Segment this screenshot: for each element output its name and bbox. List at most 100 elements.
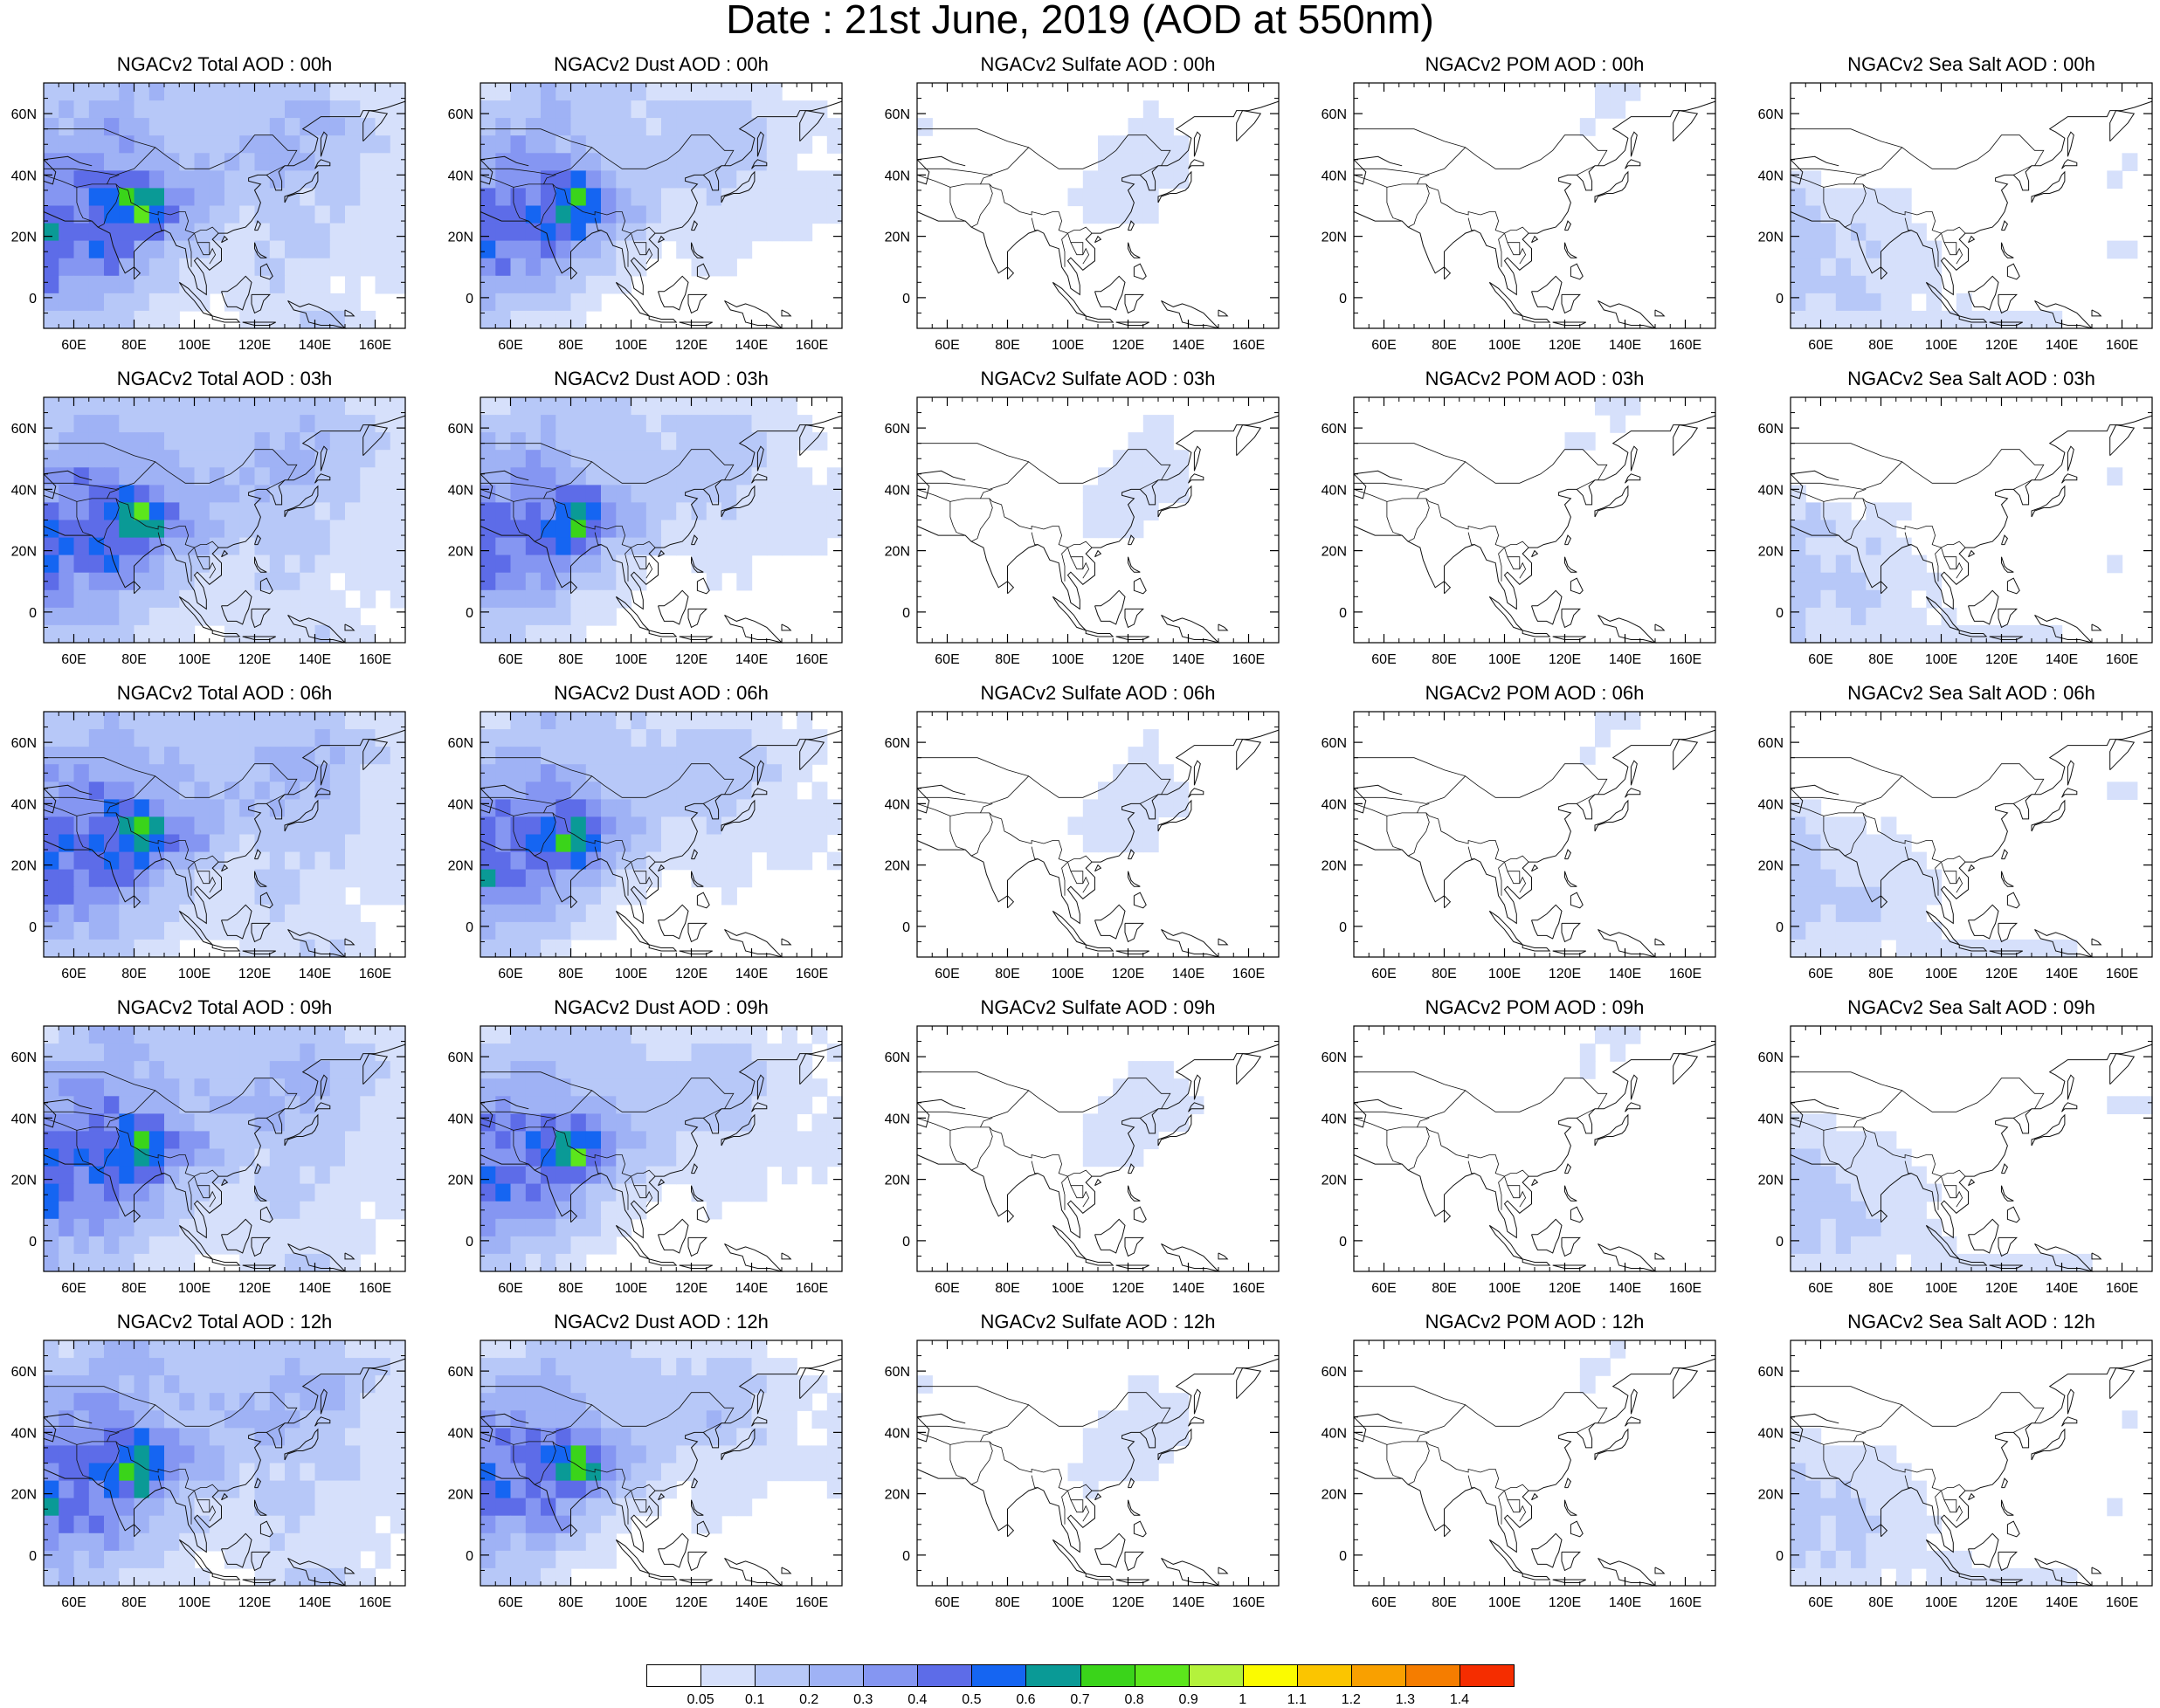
panel-title: NGACv2 Total AOD : 06h — [116, 682, 333, 704]
aod-cell — [570, 782, 587, 800]
y-tick-label: 20N — [448, 1174, 473, 1188]
aod-cell — [300, 450, 316, 468]
aod-cell — [570, 205, 587, 224]
aod-cell — [345, 572, 361, 591]
aod-cell — [510, 554, 527, 574]
aod-cell — [73, 188, 90, 207]
aod-cell — [88, 904, 105, 923]
coastline — [251, 1551, 272, 1572]
aod-cell — [585, 1113, 602, 1133]
aod-cell — [601, 1096, 617, 1114]
aod-cell — [721, 712, 737, 730]
aod-cell — [661, 432, 677, 451]
aod-cell — [736, 782, 753, 800]
aod-cell — [751, 100, 768, 119]
aod-cell — [224, 589, 240, 609]
coastline — [781, 309, 792, 317]
aod-cell — [269, 467, 286, 486]
aod-cell — [510, 100, 527, 119]
coastline — [916, 473, 930, 499]
aod-cell — [541, 624, 556, 644]
y-tick-label: 60N — [11, 1050, 37, 1065]
aod-cell — [495, 1428, 512, 1447]
aod-cell — [495, 939, 512, 958]
aod-cell — [209, 589, 225, 609]
aod-cell — [148, 153, 165, 171]
aod-cell — [691, 100, 707, 119]
aod-cell — [285, 188, 300, 207]
aod-cell — [59, 729, 75, 747]
aod-cell — [525, 554, 542, 574]
aod-cell — [239, 310, 256, 329]
aod-cell — [314, 607, 331, 626]
coastline — [254, 1163, 262, 1174]
aod-cell — [360, 1532, 376, 1552]
coastline — [1128, 1185, 1141, 1202]
aod-cell — [269, 100, 286, 119]
aod-cell — [721, 1078, 737, 1097]
aod-cell — [104, 554, 120, 574]
aod-cell — [525, 223, 542, 242]
aod-cell — [194, 1358, 210, 1376]
coastline — [314, 788, 331, 798]
aod-cell — [751, 782, 768, 800]
aod-cell — [269, 869, 286, 888]
aod-cell — [269, 1375, 286, 1394]
aod-cell — [104, 1183, 120, 1202]
aod-cell — [179, 100, 196, 119]
aod-cell — [706, 1183, 722, 1202]
aod-cell — [104, 467, 120, 486]
aod-cell — [224, 747, 240, 765]
y-tick-label: 40N — [11, 797, 37, 812]
aod-cell — [300, 1096, 316, 1114]
aod-cell — [480, 1445, 496, 1464]
aod-cell — [164, 782, 180, 800]
aod-cell — [616, 83, 632, 101]
aod-cell — [164, 83, 180, 101]
aod-cell — [541, 764, 556, 782]
aod-cell — [345, 1358, 361, 1376]
country-border — [197, 871, 210, 884]
aod-cell — [224, 834, 240, 853]
aod-cell — [300, 589, 316, 609]
aod-cell — [345, 624, 361, 644]
aod-cell — [706, 485, 722, 504]
aod-cell — [706, 1410, 722, 1429]
aod-cell — [706, 1515, 722, 1534]
coastline — [658, 549, 666, 558]
aod-cell — [525, 1428, 542, 1447]
aod-cell — [285, 1567, 300, 1587]
aod-cell — [88, 240, 105, 259]
aod-cell — [661, 135, 677, 154]
aod-cell — [525, 1498, 542, 1517]
x-tick-label: 120E — [1112, 338, 1144, 353]
aod-cell — [736, 188, 753, 207]
aod-cell — [300, 1550, 316, 1569]
aod-cell — [601, 223, 617, 242]
aod-cell — [616, 1445, 632, 1464]
aod-cell — [314, 624, 331, 644]
aod-cell — [164, 1131, 180, 1150]
x-tick-label: 120E — [238, 338, 271, 353]
aod-cell — [751, 816, 768, 836]
coastline — [1115, 950, 1149, 954]
aod-cell — [736, 100, 753, 119]
coastline — [43, 470, 93, 481]
aod-cell — [300, 607, 316, 626]
aod-cell — [134, 747, 150, 765]
aod-cell — [104, 1410, 120, 1429]
country-border — [266, 165, 286, 176]
aod-cell — [59, 432, 75, 451]
aod-cell — [541, 554, 556, 574]
aod-cell — [269, 816, 286, 836]
aod-cell — [345, 1498, 361, 1517]
aod-cell — [194, 240, 210, 259]
aod-cell — [1158, 467, 1174, 486]
aod-cell — [766, 851, 783, 871]
aod-cell — [360, 1061, 376, 1079]
aod-field — [44, 1340, 406, 1587]
aod-cell — [44, 572, 59, 591]
aod-cell — [134, 869, 150, 888]
aod-cell — [390, 747, 406, 765]
aod-cell — [541, 1567, 556, 1587]
